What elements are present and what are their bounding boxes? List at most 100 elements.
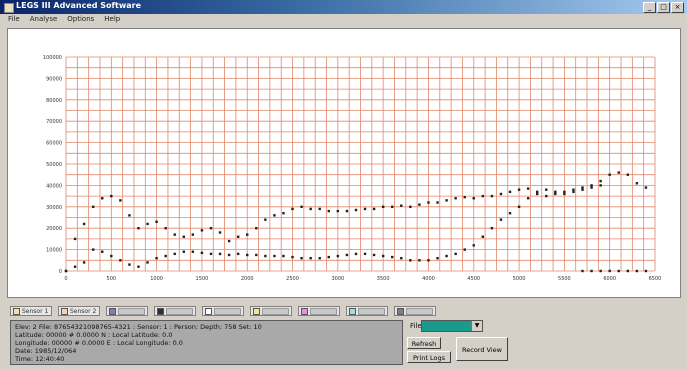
data-point-series-3 [599,269,602,273]
legend-tab-2[interactable]: Sensor 2 [58,306,100,316]
file-dropdown[interactable]: ▼ [421,320,483,332]
menu-analyse[interactable]: Analyse [29,15,58,23]
data-point-series-2 [191,250,195,253]
data-point-series-1 [273,214,276,217]
legend-bar [358,307,385,315]
window-title: LEGS III Advanced Software [16,1,142,10]
data-point-series-2 [481,235,485,238]
legend-tab-8[interactable] [346,306,388,316]
data-point-series-2 [209,252,213,256]
data-point-series-1 [82,222,86,226]
data-point-series-1 [282,212,285,215]
data-point-series-2 [463,248,466,251]
data-point-series-1 [381,205,385,208]
legend-tabs: Sensor 1 Sensor 2 [10,306,436,318]
y-tick-label: 20000 [46,226,62,232]
legend-swatch [205,307,212,315]
data-point-series-2 [64,269,68,273]
data-point-series-1 [635,182,639,185]
legend-bar [406,307,433,315]
x-tick-label: 1000 [150,276,163,282]
data-point-series-1 [73,237,77,241]
data-point-series-1 [363,207,367,211]
data-point-series-2 [536,190,539,194]
legend-tab-7[interactable] [298,306,340,316]
data-point-series-2 [101,250,104,253]
legend-tab-3[interactable] [106,306,148,316]
data-point-series-2 [590,186,593,189]
data-point-series-2 [381,254,385,258]
data-point-series-1 [354,208,358,212]
data-point-series-2 [345,253,349,257]
data-point-series-1 [164,227,167,230]
data-point-series-1 [191,233,195,236]
data-point-series-1 [508,190,512,194]
data-point-series-1 [644,186,648,189]
data-point-series-3 [635,269,639,273]
data-point-series-2 [173,252,176,256]
legend-tab-4[interactable] [154,306,196,316]
data-point-series-1 [499,192,503,196]
menu-help[interactable]: Help [104,15,121,23]
menu-file[interactable]: File [8,15,20,23]
close-button[interactable]: × [671,2,684,13]
data-point-series-2 [427,259,430,262]
refresh-button[interactable]: Refresh [407,337,441,349]
data-point-series-1 [409,205,412,208]
data-point-series-2 [336,254,340,258]
data-point-series-1 [481,194,485,198]
data-point-series-1 [264,218,267,221]
chevron-down-icon[interactable]: ▼ [471,321,482,331]
data-point-series-1 [327,209,330,213]
data-point-series-1 [563,190,566,194]
x-tick-label: 4000 [422,276,435,282]
minimize-button[interactable]: _ [643,2,656,13]
record-view-button[interactable]: Record View [456,337,508,361]
info-line-date: Date: 1985/12/064 [15,347,77,355]
x-tick-label: 5000 [513,276,526,282]
data-point-series-1 [91,205,95,208]
data-point-series-1 [182,235,185,238]
legend-tab-5[interactable] [202,306,244,316]
y-tick-label: 0 [59,269,62,275]
data-point-series-1 [445,199,448,202]
y-tick-label: 80000 [46,98,62,104]
x-tick-label: 4500 [467,276,480,282]
data-point-series-2 [137,265,140,268]
y-tick-label: 30000 [46,205,62,211]
data-point-series-1 [101,197,104,200]
data-point-series-2 [418,259,421,262]
legend-bar [262,307,289,315]
data-point-series-2 [318,256,321,260]
legend-bar [214,307,241,315]
scatter-chart: 0100002000030000400005000060000700008000… [43,55,661,282]
data-point-series-2 [128,263,131,266]
data-point-series-1 [173,233,176,236]
data-point-series-1 [246,233,249,236]
x-tick-label: 1500 [196,276,209,282]
maximize-button[interactable]: □ [657,2,670,13]
info-line-time: Time: 12:40:40 [15,355,65,363]
data-point-series-2 [164,254,167,258]
legend-bar [310,307,337,315]
legend-bar [118,307,145,315]
menu-options[interactable]: Options [67,15,95,23]
data-point-series-2 [490,227,494,230]
legend-tab-1[interactable]: Sensor 1 [10,306,52,316]
data-point-series-1 [137,227,140,230]
info-line-longitude: Longitude: 00000 # 0.0000 E : Local Long… [15,339,183,347]
legend-tab-9[interactable] [394,306,436,316]
legend-tab-6[interactable] [250,306,292,316]
title-bar[interactable]: LEGS III Advanced Software _ □ × [0,0,687,14]
data-point-series-1 [236,235,240,238]
data-point-series-1 [626,173,630,176]
data-point-series-2 [273,254,276,258]
data-point-series-2 [454,252,457,256]
legend-swatch [109,307,116,315]
print-logs-button[interactable]: Print Logs [407,351,451,363]
data-point-series-2 [73,265,77,268]
y-tick-label: 60000 [46,141,62,147]
legend-swatch [349,307,356,315]
data-point-series-1 [490,194,494,198]
